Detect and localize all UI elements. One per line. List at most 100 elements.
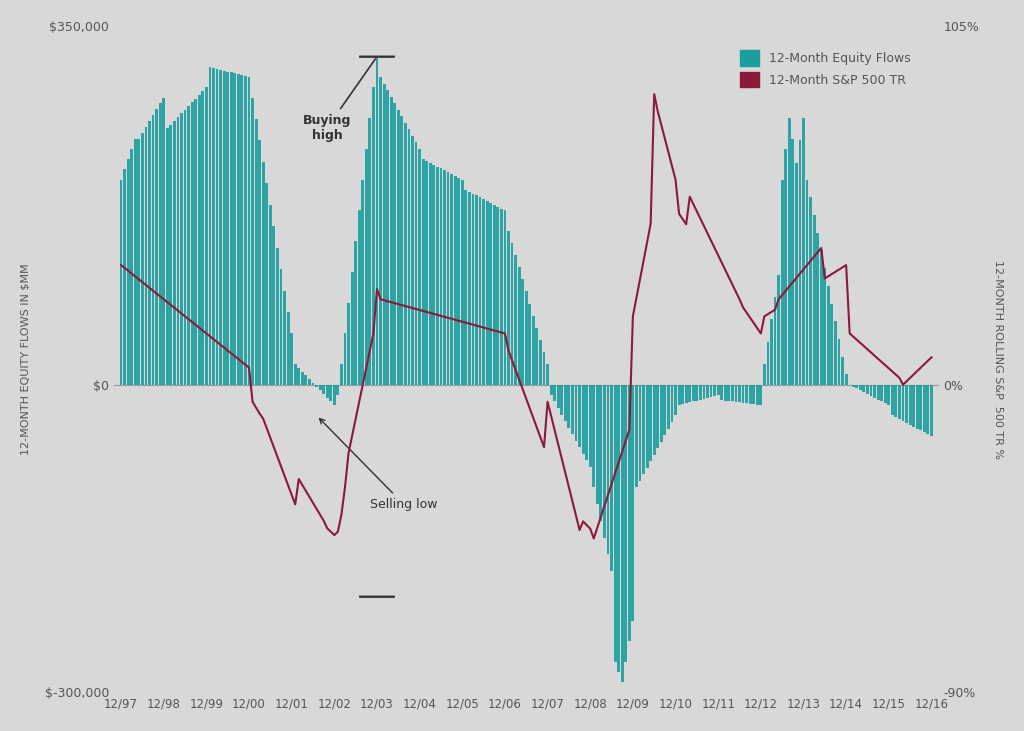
Bar <box>233 73 237 385</box>
Bar <box>294 364 297 385</box>
Bar <box>297 368 300 385</box>
Y-axis label: 12-MONTH ROLLING S&P  500 TR %: 12-MONTH ROLLING S&P 500 TR % <box>993 260 1004 458</box>
Bar <box>901 385 904 421</box>
Bar <box>741 385 744 403</box>
Bar <box>617 385 621 672</box>
Bar <box>187 106 190 385</box>
Bar <box>830 303 834 385</box>
Bar <box>674 385 677 415</box>
Bar <box>635 385 638 488</box>
Bar <box>439 168 442 385</box>
Bar <box>518 268 520 385</box>
Bar <box>422 159 425 385</box>
Bar <box>550 385 553 395</box>
Bar <box>357 211 360 385</box>
Bar <box>229 72 232 385</box>
Bar <box>582 385 585 454</box>
Bar <box>330 385 332 401</box>
Legend: 12-Month Equity Flows, 12-Month S&P 500 TR: 12-Month Equity Flows, 12-Month S&P 500 … <box>735 45 915 92</box>
Bar <box>702 385 706 398</box>
Bar <box>169 125 172 385</box>
Bar <box>834 322 837 385</box>
Bar <box>713 385 716 396</box>
Bar <box>315 385 318 387</box>
Bar <box>827 286 829 385</box>
Bar <box>159 104 162 385</box>
Bar <box>592 385 595 488</box>
Bar <box>386 90 389 385</box>
Bar <box>244 76 247 385</box>
Bar <box>749 385 752 404</box>
Bar <box>809 197 812 385</box>
Bar <box>425 161 428 385</box>
Bar <box>560 385 563 414</box>
Bar <box>589 385 592 466</box>
Bar <box>685 385 687 404</box>
Bar <box>649 385 652 461</box>
Bar <box>855 385 858 388</box>
Bar <box>692 385 694 401</box>
Bar <box>717 385 720 395</box>
Bar <box>272 226 275 385</box>
Bar <box>625 385 627 662</box>
Bar <box>898 385 901 419</box>
Bar <box>451 174 453 385</box>
Bar <box>895 385 897 417</box>
Bar <box>784 149 787 385</box>
Bar <box>436 167 439 385</box>
Bar <box>699 385 701 400</box>
Bar <box>216 69 218 385</box>
Bar <box>930 385 933 436</box>
Bar <box>379 77 382 385</box>
Bar <box>531 316 535 385</box>
Bar <box>859 385 862 390</box>
Bar <box>248 77 251 385</box>
Bar <box>763 364 766 385</box>
Bar <box>603 385 606 537</box>
Bar <box>454 176 457 385</box>
Bar <box>564 385 566 421</box>
Bar <box>209 67 211 385</box>
Bar <box>173 121 176 385</box>
Bar <box>652 385 655 455</box>
Bar <box>823 268 826 385</box>
Bar <box>816 232 819 385</box>
Bar <box>390 96 392 385</box>
Bar <box>400 116 403 385</box>
Bar <box>841 357 844 385</box>
Bar <box>304 376 307 385</box>
Bar <box>891 385 894 415</box>
Bar <box>212 68 215 385</box>
Bar <box>678 385 681 405</box>
Bar <box>628 385 631 641</box>
Bar <box>681 385 684 404</box>
Bar <box>226 72 229 385</box>
Bar <box>369 118 372 385</box>
Bar <box>152 115 155 385</box>
Bar <box>613 385 616 662</box>
Bar <box>884 385 887 404</box>
Bar <box>458 178 460 385</box>
Bar <box>123 170 126 385</box>
Bar <box>318 385 322 390</box>
Bar <box>468 192 471 385</box>
Bar <box>646 385 648 468</box>
Bar <box>180 113 183 385</box>
Bar <box>873 385 876 398</box>
Bar <box>376 56 379 385</box>
Bar <box>120 180 123 385</box>
Bar <box>361 180 365 385</box>
Bar <box>404 123 407 385</box>
Y-axis label: 12-MONTH EQUITY FLOWS IN $MM: 12-MONTH EQUITY FLOWS IN $MM <box>20 263 31 455</box>
Bar <box>795 163 798 385</box>
Bar <box>777 275 780 385</box>
Bar <box>504 211 506 385</box>
Bar <box>308 379 311 385</box>
Bar <box>489 203 493 385</box>
Bar <box>418 149 421 385</box>
Bar <box>838 339 841 385</box>
Bar <box>461 180 464 385</box>
Bar <box>852 385 855 387</box>
Bar <box>586 385 588 461</box>
Bar <box>465 190 467 385</box>
